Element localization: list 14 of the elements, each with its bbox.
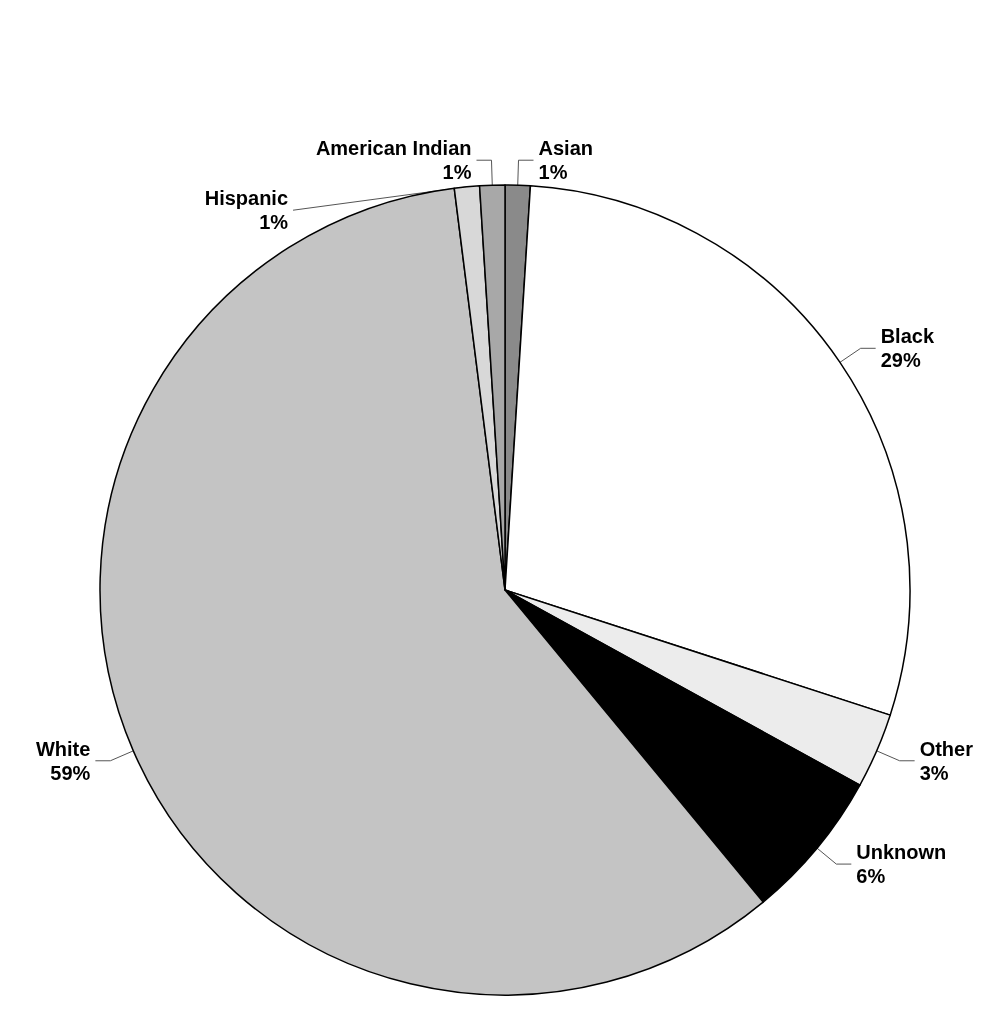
- slice-label: Black: [880, 325, 935, 348]
- slice-label: Hispanic: [204, 187, 289, 210]
- slice-label: Unknown: [856, 841, 947, 864]
- slice-label: Other: [919, 737, 974, 760]
- data-label: 59%: [50, 761, 91, 784]
- slice-label: Asian: [538, 137, 593, 160]
- data-label: 6%: [856, 865, 886, 888]
- data-label: 1%: [442, 161, 472, 184]
- data-label: 3%: [919, 761, 949, 784]
- slice-label: American Indian: [315, 137, 472, 160]
- data-label: 1%: [259, 211, 289, 234]
- data-label: 1%: [538, 161, 568, 184]
- slice-label: White: [35, 737, 91, 760]
- data-label: 29%: [880, 349, 921, 372]
